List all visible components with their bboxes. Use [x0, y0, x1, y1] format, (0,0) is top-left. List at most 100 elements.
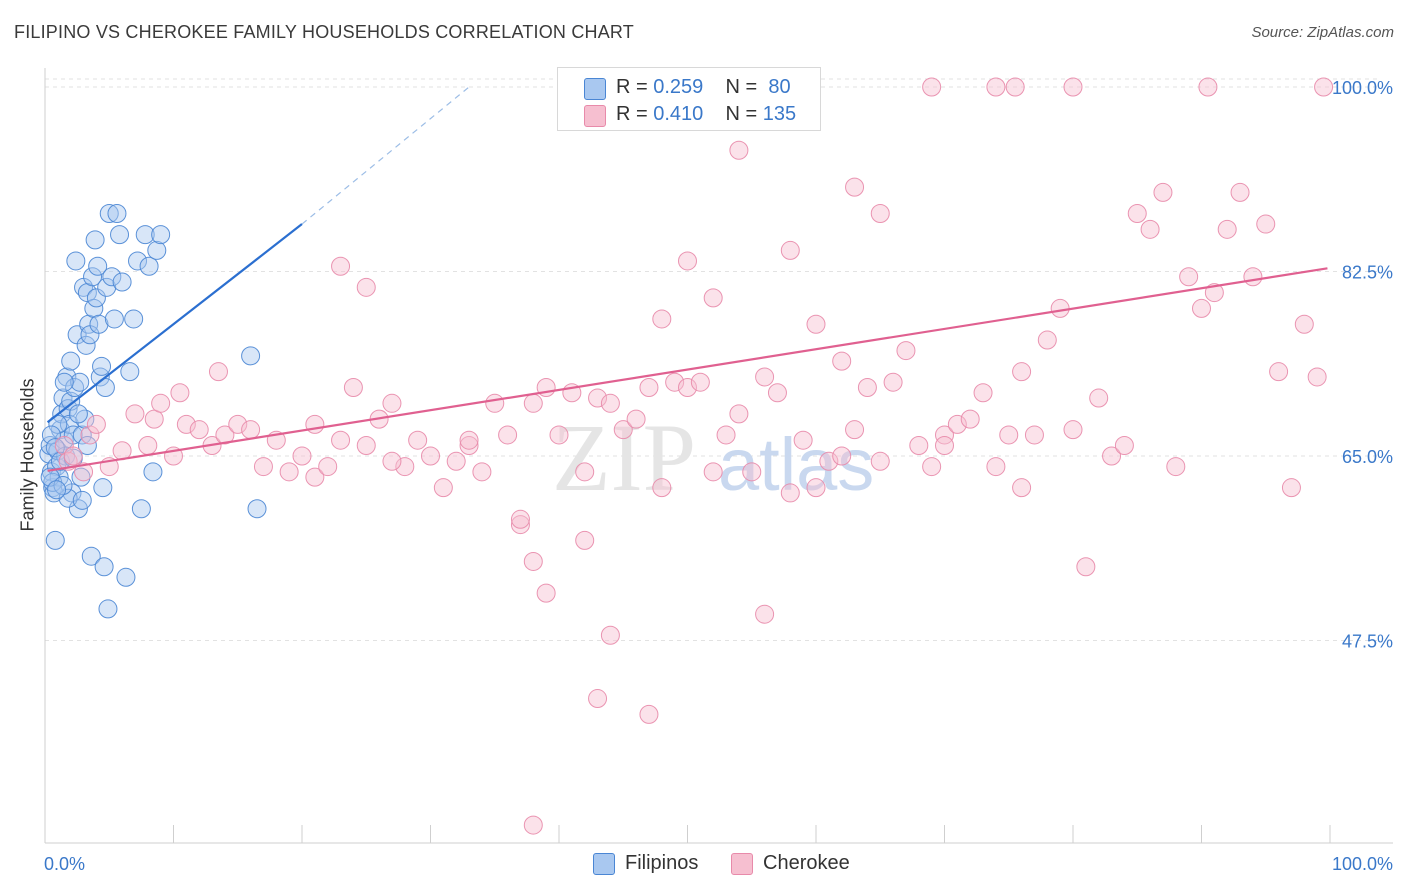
cherokee-point	[331, 256, 351, 276]
filipino-points	[39, 204, 267, 619]
cherokee-point	[986, 77, 1006, 97]
filipino-point	[65, 377, 85, 397]
cherokee-point	[215, 425, 235, 445]
cherokee-point	[613, 420, 633, 440]
x-tick-label: 0.0%	[44, 854, 85, 874]
cherokee-point	[80, 425, 100, 445]
filipino-point	[93, 478, 113, 498]
cherokee-point	[1281, 478, 1301, 498]
cherokee-point	[446, 451, 466, 471]
cherokee-point	[588, 388, 608, 408]
legend-swatch-filipinos	[584, 78, 606, 100]
cherokee-point	[1012, 362, 1032, 382]
cherokee-point	[600, 625, 620, 645]
cherokee-point	[523, 551, 543, 571]
cherokee-point	[1050, 298, 1070, 318]
watermark-atlas: atlas	[718, 423, 874, 506]
cherokee-point	[305, 414, 325, 434]
cherokee-point	[909, 435, 929, 455]
cherokee-point	[755, 604, 775, 624]
axes	[44, 68, 1393, 844]
cherokee-point	[1269, 362, 1289, 382]
filipino-trend-extension	[301, 86, 470, 225]
cherokee-point	[485, 393, 505, 413]
cherokee-point	[144, 409, 164, 429]
cherokee-point	[1114, 435, 1134, 455]
filipino-point	[86, 288, 106, 308]
cherokee-point	[1243, 267, 1263, 287]
cherokee-point	[626, 409, 646, 429]
cherokee-point	[472, 462, 492, 482]
x-tick-label: 100.0%	[1332, 854, 1393, 874]
legend-n-value: 135	[762, 103, 797, 125]
cherokee-point	[1005, 77, 1025, 97]
cherokee-point	[767, 383, 787, 403]
cherokee-point	[922, 457, 942, 477]
cherokee-point	[343, 377, 363, 397]
filipino-point	[94, 557, 114, 577]
cherokee-point	[318, 457, 338, 477]
cherokee-point	[883, 372, 903, 392]
legend-r-value: 0.410	[653, 103, 704, 125]
cherokee-point	[459, 435, 479, 455]
filipino-point	[50, 420, 70, 440]
legend: R = 0.259 N = 80 R = 0.410 N = 135	[557, 67, 821, 131]
filipino-point	[102, 267, 122, 287]
filipino-point	[139, 256, 159, 276]
legend-text-filipinos: R = 0.259 N = 80	[616, 76, 791, 99]
filipino-point	[147, 240, 167, 260]
filipino-point	[71, 467, 91, 487]
filipino-point	[76, 335, 96, 355]
cherokee-point	[896, 341, 916, 361]
cherokee-point	[857, 377, 877, 397]
filipino-point	[90, 367, 110, 387]
filipino-point	[131, 499, 151, 519]
cherokee-point	[652, 478, 672, 498]
cherokee-point	[1012, 478, 1032, 498]
cherokee-point	[1140, 219, 1160, 239]
cherokee-point	[138, 435, 158, 455]
cherokee-point	[678, 377, 697, 397]
filipino-point	[143, 462, 163, 482]
cherokee-point	[1089, 388, 1109, 408]
cherokee-point	[665, 372, 685, 392]
cherokee-point	[729, 140, 749, 160]
filipino-point	[66, 251, 86, 271]
cherokee-point	[170, 383, 190, 403]
cherokee-point	[331, 430, 351, 450]
source-credit: Source: ZipAtlas.com	[1251, 24, 1394, 41]
cherokee-point	[1198, 77, 1218, 97]
cherokee-point	[1294, 314, 1314, 334]
filipino-point	[57, 367, 77, 387]
filipino-point	[88, 256, 108, 276]
cherokee-point	[1307, 367, 1327, 387]
cherokee-trend-line	[47, 267, 1328, 472]
cherokee-point	[1037, 330, 1057, 350]
legend-n-label: N =	[725, 103, 763, 125]
cherokee-point	[305, 467, 325, 487]
filipino-point	[72, 490, 92, 510]
cherokee-point	[523, 815, 543, 835]
cherokee-point	[999, 425, 1019, 445]
cherokee-point	[125, 404, 145, 424]
cherokee-point	[922, 77, 942, 97]
watermark-zip: ZIP	[552, 404, 696, 511]
y-axis-title: Family Households	[17, 378, 38, 532]
cherokee-point	[973, 383, 993, 403]
filipino-point	[72, 425, 92, 445]
cherokee-point	[819, 451, 839, 471]
cherokee-point	[832, 351, 852, 371]
filipino-point	[151, 225, 171, 245]
cherokee-point	[652, 309, 672, 329]
filipino-point	[124, 309, 144, 329]
cherokee-point	[1024, 425, 1044, 445]
cherokee-point	[498, 425, 518, 445]
legend-text-cherokee: R = 0.410 N = 135	[616, 103, 796, 126]
bottom-legend-swatch-cherokee	[731, 853, 753, 875]
filipino-point	[81, 546, 101, 566]
cherokee-point	[870, 204, 890, 224]
filipino-point	[85, 230, 105, 250]
filipino-point	[128, 251, 148, 271]
cherokee-point	[510, 509, 530, 529]
